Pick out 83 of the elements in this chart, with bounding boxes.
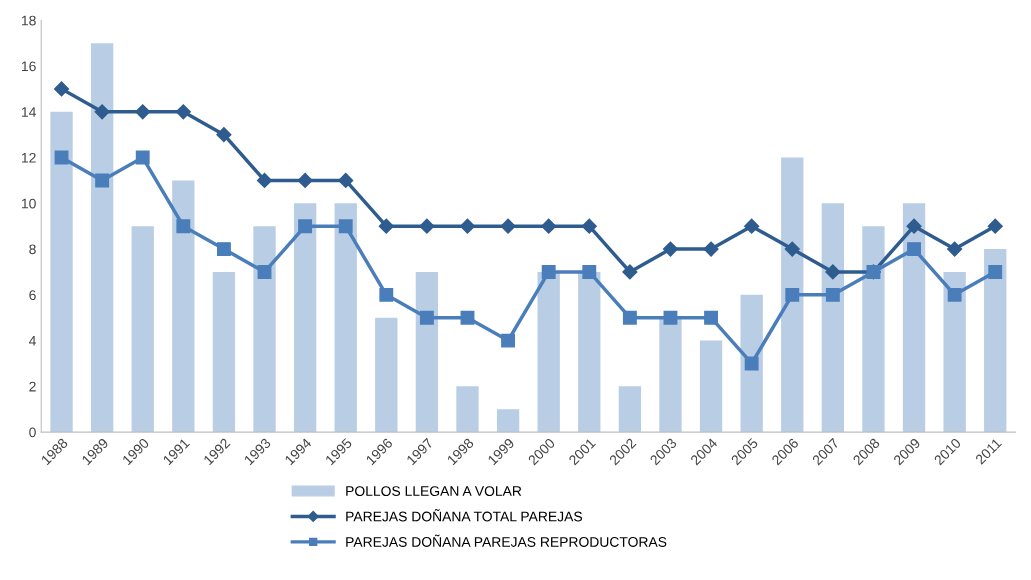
bar bbox=[50, 111, 73, 433]
bar bbox=[740, 294, 763, 433]
y-tick-label: 4 bbox=[28, 336, 36, 346]
bar bbox=[131, 226, 154, 433]
point bbox=[622, 264, 638, 280]
point bbox=[338, 219, 353, 234]
point bbox=[460, 310, 475, 325]
point bbox=[703, 241, 719, 257]
point bbox=[94, 104, 110, 120]
point bbox=[459, 218, 476, 234]
bar bbox=[781, 157, 804, 433]
bar bbox=[578, 271, 601, 433]
bar bbox=[618, 386, 642, 433]
point bbox=[379, 287, 394, 302]
bar bbox=[699, 340, 723, 433]
point bbox=[338, 172, 354, 189]
point bbox=[907, 242, 921, 257]
bar bbox=[496, 409, 520, 433]
bar bbox=[902, 203, 926, 433]
bar bbox=[212, 271, 236, 433]
y-tick-label: 2 bbox=[29, 381, 36, 392]
point bbox=[419, 310, 434, 325]
point bbox=[825, 287, 840, 302]
point bbox=[704, 310, 719, 325]
bar bbox=[334, 203, 357, 433]
point bbox=[581, 218, 597, 234]
point bbox=[784, 241, 800, 257]
point bbox=[825, 264, 841, 280]
bar bbox=[821, 203, 845, 433]
bar bbox=[943, 271, 966, 433]
y-tick-label: 16 bbox=[21, 61, 36, 72]
point bbox=[216, 242, 231, 257]
legend-label: PAREJAS DOÑANA PAREJAS REPRODUCTORAS bbox=[346, 534, 667, 547]
point bbox=[582, 265, 597, 279]
point bbox=[744, 356, 759, 371]
bar bbox=[659, 317, 682, 433]
legend-label: PAREJAS DOÑANA TOTAL PAREJAS bbox=[346, 509, 582, 522]
point bbox=[378, 218, 394, 234]
point bbox=[257, 265, 272, 279]
y-tick-label: 18 bbox=[21, 15, 36, 26]
bar bbox=[984, 249, 1007, 433]
point bbox=[297, 172, 313, 189]
point bbox=[135, 150, 150, 165]
point bbox=[175, 104, 191, 120]
y-tick-label: 8 bbox=[29, 244, 36, 255]
bar bbox=[862, 226, 885, 433]
bar bbox=[415, 271, 439, 433]
point bbox=[216, 127, 232, 143]
bar bbox=[253, 226, 276, 433]
point bbox=[419, 218, 435, 234]
point bbox=[906, 218, 922, 234]
bar bbox=[90, 43, 114, 433]
point bbox=[663, 310, 678, 325]
point bbox=[501, 333, 516, 348]
bar bbox=[537, 271, 560, 433]
point bbox=[135, 104, 151, 120]
y-tick-label: 10 bbox=[21, 198, 36, 209]
point bbox=[541, 265, 556, 279]
point bbox=[54, 150, 69, 165]
point bbox=[53, 81, 70, 97]
point bbox=[541, 218, 557, 234]
point bbox=[947, 287, 962, 302]
point bbox=[785, 287, 800, 302]
point bbox=[298, 219, 313, 234]
point bbox=[95, 173, 110, 188]
point bbox=[662, 241, 679, 257]
point bbox=[987, 218, 1003, 234]
point bbox=[744, 218, 760, 234]
point bbox=[500, 218, 516, 234]
bar bbox=[293, 203, 317, 433]
point bbox=[622, 310, 637, 325]
bar bbox=[375, 317, 398, 433]
point bbox=[988, 265, 1003, 279]
y-tick-label: 14 bbox=[21, 107, 36, 117]
point bbox=[947, 241, 963, 257]
y-tick-label: 0 bbox=[29, 427, 36, 438]
y-tick-label: 12 bbox=[21, 152, 36, 163]
y-tick-label: 6 bbox=[29, 290, 36, 300]
bar bbox=[172, 180, 195, 433]
bar bbox=[456, 386, 479, 433]
legend-label: POLLOS LLEGAN A VOLAR bbox=[346, 486, 522, 496]
point bbox=[256, 172, 273, 189]
point bbox=[176, 219, 191, 234]
